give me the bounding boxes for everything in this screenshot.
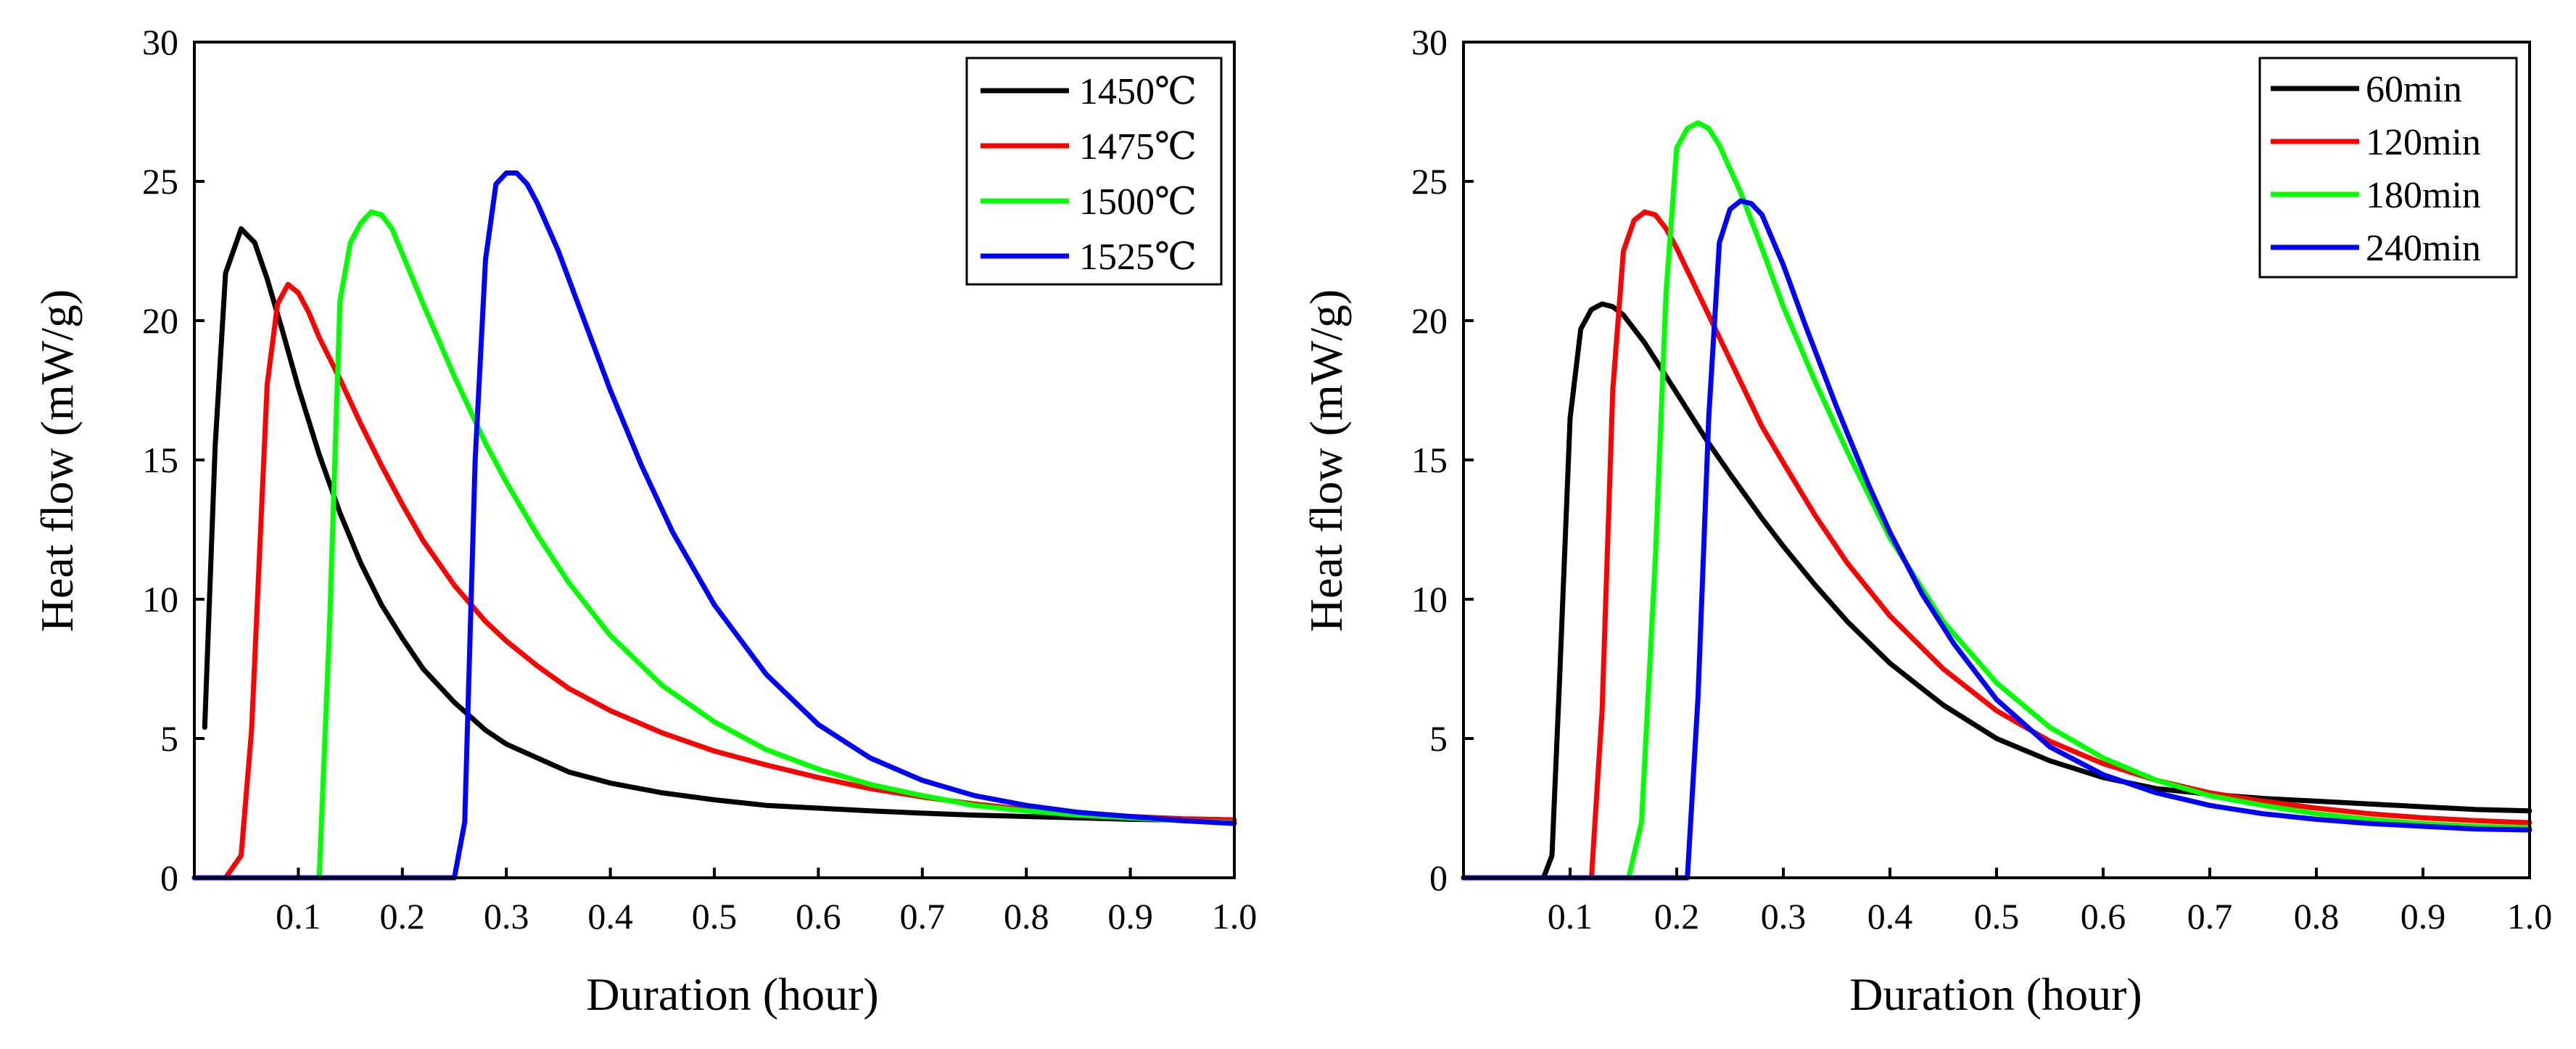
chart-left-plot-frame (193, 41, 1236, 879)
chart-right-series-line-3 (1461, 120, 2532, 881)
chart-right-y-axis-title: Heat flow (mW/g) (1300, 289, 1352, 633)
chart-right-x-tick-label: 0.3 (1761, 896, 1807, 937)
chart-left-legend: 1450℃ 1475℃ 1500℃ 1525℃ (965, 57, 1223, 286)
chart-right: 0 5 10 15 20 25 30 0.1 0.2 0.3 0.4 0.5 0.6 0.7 0.8 0.9… (1300, 22, 2552, 1020)
chart-right-y-tick-label: 20 (1411, 300, 1448, 341)
chart-right-x-tick-label: 0.4 (1867, 896, 1913, 937)
chart-left-x-tick-label: 0.8 (1004, 896, 1049, 937)
chart-right-x-ticks: 0.1 0.2 0.3 0.4 0.5 0.6 0.7 0.8 0.9 (1548, 868, 2446, 937)
chart-right-legend-label-1: 60min (2366, 69, 2462, 110)
chart-right-y-tick-label: 25 (1411, 161, 1448, 202)
chart-left-x-ticks: 0.1 0.2 0.3 0.4 0.5 0.6 0.7 0.8 0.9 (276, 868, 1153, 937)
chart-left-y-tick-label: 25 (142, 161, 178, 202)
chart-left-y-tick-label: 15 (142, 440, 178, 480)
chart-left-legend-label-4: 1525℃ (1079, 236, 1197, 278)
chart-left-x-axis-title: Duration (hour) (586, 968, 878, 1020)
chart-right-x-tick-label: 0.5 (1974, 896, 2020, 937)
chart-right-x-tick-label: 0.1 (1548, 896, 1593, 937)
chart-left-x-tick-label: 0.9 (1107, 896, 1153, 937)
chart-right-y-tick-label: 0 (1429, 857, 1448, 898)
chart-right-series-line-1 (1461, 301, 2532, 881)
chart-right-series-line-2 (1461, 209, 2532, 881)
chart-right-legend: 60min 120min 180min 240min (2258, 57, 2518, 279)
chart-right-x-tick-label: 0.6 (2081, 896, 2126, 937)
chart-left-x-tick-label: 0.4 (587, 896, 633, 937)
chart-right-legend-label-3: 180min (2366, 175, 2481, 216)
chart-left-y-axis-title: Heat flow (mW/g) (31, 289, 83, 633)
chart-right-legend-box (2258, 57, 2518, 279)
chart-right-x-tick-label: 0.8 (2294, 896, 2340, 937)
chart-left-x-tick-label: 0.2 (380, 896, 426, 937)
chart-left-series-line-4 (191, 170, 1237, 881)
chart-right-lines (1461, 120, 2532, 881)
chart-left-legend-label-3: 1500℃ (1079, 181, 1197, 223)
chart-right-legend-label-4: 240min (2366, 228, 2481, 269)
chart-right-x-tick-label: 0.9 (2400, 896, 2446, 937)
chart-left-legend-label-2: 1475℃ (1079, 126, 1197, 168)
chart-left-legend-box (965, 57, 1223, 286)
chart-right-legend-label-2: 120min (2366, 122, 2481, 163)
chart-right-x-tick-label-end: 1.0 (2507, 896, 2553, 937)
chart-left-series-line-3 (191, 209, 1237, 881)
chart-left-x-tick-label: 0.1 (276, 896, 321, 937)
chart-left: 0 5 10 15 20 25 30 0.1 0.2 0.3 0.4 0.5 0.6 0.7 0.8 0.9… (31, 22, 1257, 1020)
chart-left-y-tick-label: 10 (142, 579, 178, 620)
chart-right-y-tick-label: 10 (1411, 579, 1448, 620)
chart-left-y-tick-label: 5 (160, 718, 178, 759)
chart-left-y-ticks: 0 5 10 15 20 25 30 (142, 22, 205, 898)
chart-left-series-line-1 (202, 226, 1237, 823)
chart-right-x-axis-title: Duration (hour) (1849, 968, 2142, 1020)
chart-left-y-tick-label: 20 (142, 300, 178, 341)
chart-left-legend-items: 1450℃ 1475℃ 1500℃ 1525℃ (981, 71, 1197, 278)
chart-right-series-line-4 (1461, 198, 2532, 881)
chart-right-y-tick-label: 5 (1429, 718, 1448, 759)
chart-right-legend-items: 60min 120min 180min 240min (2271, 69, 2481, 269)
chart-left-y-tick-label: 30 (142, 22, 178, 62)
chart-right-x-tick-label: 0.2 (1654, 896, 1700, 937)
chart-left-x-tick-label-end: 1.0 (1212, 896, 1258, 937)
chart-right-y-tick-label: 30 (1411, 22, 1448, 62)
chart-left-lines (191, 170, 1237, 881)
chart-left-series-line-2 (191, 281, 1237, 881)
chart-left-legend-label-1: 1450℃ (1079, 71, 1197, 112)
chart-left-x-tick-label: 0.5 (692, 896, 738, 937)
chart-right-y-tick-label: 15 (1411, 440, 1448, 480)
chart-left-x-tick-label: 0.7 (900, 896, 946, 937)
chart-right-plot-frame (1462, 41, 2531, 879)
chart-left-x-tick-label: 0.6 (796, 896, 841, 937)
chart-left-x-tick-label: 0.3 (484, 896, 529, 937)
chart-right-y-ticks: 0 5 10 15 20 25 30 (1411, 22, 1474, 898)
chart-left-y-tick-label: 0 (160, 857, 178, 898)
chart-right-x-tick-label: 0.7 (2187, 896, 2233, 937)
